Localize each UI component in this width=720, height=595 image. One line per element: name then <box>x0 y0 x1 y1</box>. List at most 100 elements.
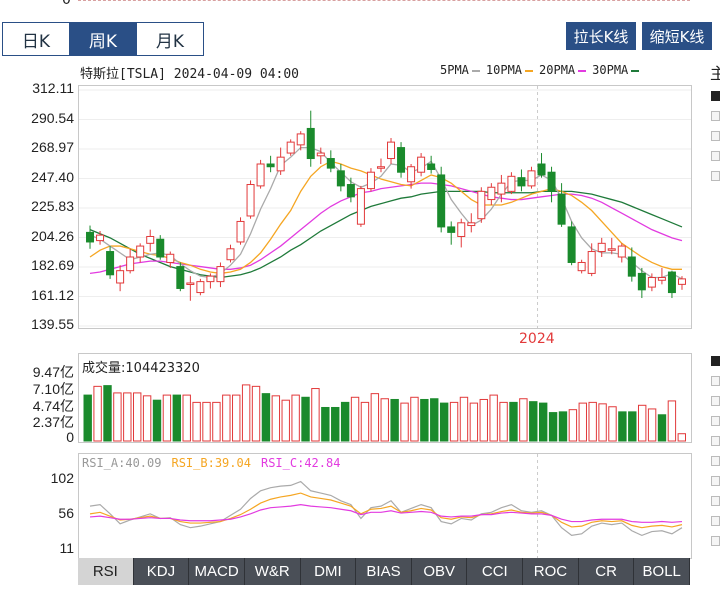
volume-bar <box>360 401 370 442</box>
volume-bar <box>628 411 637 442</box>
tab-roc[interactable]: ROC <box>523 558 579 585</box>
tab-month[interactable]: 月K <box>137 23 203 55</box>
volume-bar <box>162 394 172 442</box>
candle <box>306 110 315 167</box>
candle <box>397 142 406 178</box>
candle <box>647 273 656 292</box>
tab-bias[interactable]: BIAS <box>356 558 412 585</box>
legend-5pma: 5PMA <box>440 63 480 77</box>
side-checkbox[interactable] <box>711 151 720 161</box>
candle-body <box>447 226 456 233</box>
candle-body <box>296 133 305 146</box>
candle-body <box>637 272 646 291</box>
side-checkbox[interactable] <box>711 516 720 526</box>
side-checkbox[interactable] <box>711 456 720 466</box>
side-checkbox[interactable] <box>711 356 720 366</box>
shorten-kline-button[interactable]: 缩短K线 <box>642 22 712 50</box>
volume-bar <box>548 412 558 442</box>
candle <box>266 155 275 173</box>
candle-body <box>216 266 225 283</box>
candle-body <box>356 188 365 225</box>
tab-rsi[interactable]: RSI <box>78 558 134 585</box>
kline-title: 特斯拉[TSLA] 2024-04-09 04:00 <box>80 67 300 82</box>
indicator-tabs: RSI KDJ MACD W&R DMI BIAS OBV CCI ROC CR… <box>78 558 691 585</box>
candle <box>587 243 596 277</box>
volume-chart <box>83 384 687 442</box>
tab-macd[interactable]: MACD <box>189 558 245 585</box>
side-checkbox[interactable] <box>711 536 720 546</box>
candle-body <box>617 245 626 258</box>
candle-body <box>146 235 155 244</box>
candle <box>507 172 516 195</box>
candle <box>116 265 125 292</box>
tab-cr[interactable]: CR <box>578 558 635 585</box>
tab-boll[interactable]: BOLL <box>634 558 691 585</box>
volume-bar <box>568 409 578 442</box>
volume-bar <box>459 396 469 442</box>
side-checkbox[interactable] <box>711 396 720 406</box>
tab-kdj[interactable]: KDJ <box>133 558 190 585</box>
tab-cci[interactable]: CCI <box>467 558 524 585</box>
kline-y-tick-label: 204.26 <box>31 227 74 244</box>
side-checkbox[interactable] <box>711 496 720 506</box>
candle-body <box>246 184 255 217</box>
tab-obv[interactable]: OBV <box>411 558 468 585</box>
side-checkbox[interactable] <box>711 416 720 426</box>
kline-legend: 5PMA 10PMA 20PMA 30PMA <box>440 63 640 77</box>
rsi-y-tick-label: 56 <box>58 505 74 521</box>
tab-week[interactable]: 周K <box>70 23 137 55</box>
candle-body <box>346 184 355 198</box>
candle-body <box>86 231 95 243</box>
rsi-chart <box>89 454 683 558</box>
volume-bar <box>489 394 498 442</box>
volume-bar <box>93 385 102 442</box>
volume-bar <box>241 384 251 442</box>
kline-chart <box>79 86 691 328</box>
volume-y-tick-label: 2.37亿 <box>32 414 74 431</box>
tab-day[interactable]: 日K <box>3 23 70 55</box>
volume-bar <box>142 395 152 442</box>
volume-bar <box>83 394 92 442</box>
tab-dmi[interactable]: DMI <box>300 558 357 585</box>
kline-y-tick-label: 161.12 <box>31 286 74 303</box>
side-checkbox[interactable] <box>711 111 720 121</box>
side-checkbox[interactable] <box>711 171 720 181</box>
candle <box>276 147 285 175</box>
volume-bar <box>647 408 657 442</box>
candle-body <box>236 220 245 243</box>
kline-y-tick-label: 225.83 <box>31 198 74 214</box>
candle <box>156 235 165 260</box>
side-checkbox[interactable] <box>711 131 720 141</box>
candle-body <box>537 163 546 176</box>
volume-bar <box>558 411 568 442</box>
volume-bar <box>519 398 528 442</box>
candle <box>657 267 666 285</box>
top-axis-line <box>78 0 690 2</box>
volume-bar <box>133 392 142 442</box>
candle-body <box>186 282 195 285</box>
candle-body <box>126 256 135 272</box>
side-checkbox[interactable] <box>711 476 720 486</box>
candle <box>577 259 586 274</box>
volume-y-tick-label: 4.74亿 <box>32 397 74 414</box>
tab-wr[interactable]: W&R <box>244 558 301 585</box>
stretch-kline-button[interactable]: 拉长K线 <box>566 22 636 50</box>
candle <box>547 166 556 203</box>
candle <box>637 267 646 299</box>
volume-bar <box>598 403 607 442</box>
candle <box>376 158 385 173</box>
kline-y-tick-label: 268.97 <box>31 139 74 155</box>
side-checkbox[interactable] <box>711 91 720 101</box>
side-checkbox[interactable] <box>711 376 720 386</box>
candle <box>557 183 566 227</box>
x-axis-year-label: 2024 <box>519 331 555 347</box>
candle-body <box>577 261 586 272</box>
volume-bar <box>529 401 538 442</box>
candle-body <box>286 141 295 154</box>
side-checkbox[interactable] <box>711 436 720 446</box>
candle-body <box>116 270 125 284</box>
candle <box>186 276 195 301</box>
candle-body <box>647 277 656 288</box>
ma5-line <box>89 146 683 280</box>
candle-body <box>366 171 375 190</box>
